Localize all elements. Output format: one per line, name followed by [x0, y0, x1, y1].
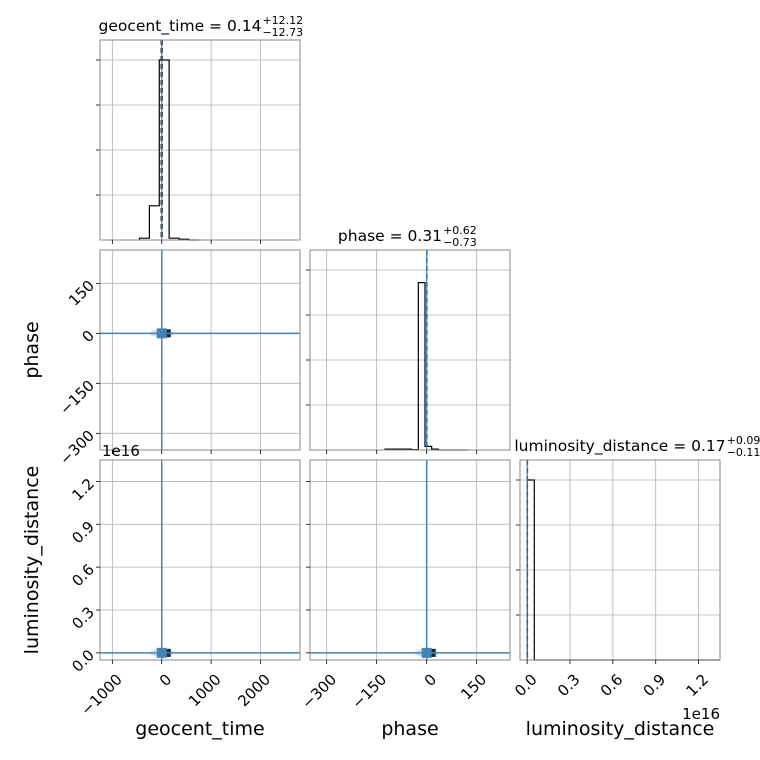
x-tick-label-luminosity_distance-0: 0.0 [511, 670, 541, 700]
y-tick-label-phase-0: −300 [56, 427, 98, 469]
truth-marker-luminosity_distance-vs-geocent_time [156, 647, 167, 658]
x-axis-label-geocent_time: geocent_time [135, 718, 264, 740]
y-tick-label-luminosity_distance-0: 0.0 [68, 646, 98, 676]
panel-bg-luminosity_distance-vs-phase [310, 460, 510, 660]
y-offset-text-luminosity_distance: 1e16 [102, 442, 140, 460]
x-tick-label-phase-2: 0 [421, 670, 440, 689]
y-tick-label-phase-3: 150 [65, 277, 98, 310]
panel-frame-luminosity_distance-vs-phase [309, 459, 511, 661]
panel-bg-phase-hist [310, 250, 510, 450]
title-main-geocent_time: geocent_time = 0.14 [99, 17, 262, 36]
x-tick-label-luminosity_distance-4: 1.2 [683, 670, 713, 700]
x-tick-label-luminosity_distance-2: 0.6 [597, 670, 627, 700]
title-geocent_time: geocent_time = 0.14 [99, 17, 262, 36]
title-main-luminosity_distance: luminosity_distance = 0.17 [514, 437, 725, 456]
x-tick-label-geocent_time-2: 1000 [185, 670, 225, 710]
x-tick-label-geocent_time-1: 0 [156, 670, 175, 689]
panel-frame-phase-vs-geocent_time [99, 249, 301, 451]
histogram-phase [384, 282, 469, 451]
y-axis-label-luminosity_distance: luminosity_distance [21, 466, 43, 655]
x-axis-label-luminosity_distance: luminosity_distance [526, 718, 715, 740]
y-tick-label-luminosity_distance-4: 1.2 [68, 475, 98, 505]
title-upper-luminosity_distance: +0.09 [727, 434, 760, 447]
title-upper-phase: +0.62 [443, 224, 477, 237]
truth-marker-phase-vs-geocent_time [156, 328, 167, 339]
x-tick-label-geocent_time-0: −1000 [77, 670, 126, 719]
title-luminosity_distance: luminosity_distance = 0.17 [514, 437, 725, 456]
x-offset-text-luminosity_distance: 1e16 [682, 705, 720, 723]
y-tick-label-phase-2: 0 [79, 327, 98, 346]
title-lower-luminosity_distance: −0.11 [727, 446, 760, 459]
y-tick-label-phase-1: −150 [56, 377, 98, 419]
panel-frame-luminosity_distance-hist [519, 459, 721, 661]
truth-marker-luminosity_distance-vs-phase [421, 647, 432, 658]
panel-bg-geocent_time-hist [100, 40, 300, 240]
panel-bg-luminosity_distance-vs-geocent_time [100, 460, 300, 660]
panel-frame-geocent_time-hist [99, 39, 301, 241]
title-upper-geocent_time: +12.12 [262, 14, 303, 27]
panel-bg-phase-vs-geocent_time [100, 250, 300, 450]
x-tick-label-phase-0: −300 [298, 670, 340, 712]
y-tick-label-luminosity_distance-3: 0.9 [68, 518, 98, 548]
panel-frame-luminosity_distance-vs-geocent_time [99, 459, 301, 661]
histogram-geocent_time [138, 59, 199, 241]
title-main-phase: phase = 0.31 [338, 227, 442, 245]
panel-frame-phase-hist [309, 249, 511, 451]
x-tick-label-geocent_time-3: 2000 [234, 670, 274, 710]
x-tick-label-phase-3: 150 [457, 670, 490, 703]
title-lower-geocent_time: −12.73 [262, 26, 303, 39]
y-tick-label-luminosity_distance-2: 0.6 [68, 560, 98, 590]
title-phase: phase = 0.31 [338, 227, 442, 245]
y-axis-label-phase: phase [21, 321, 43, 378]
panel-bg-luminosity_distance-hist [520, 460, 720, 660]
x-tick-label-luminosity_distance-3: 0.9 [640, 670, 670, 700]
y-tick-label-luminosity_distance-1: 0.3 [68, 603, 98, 633]
x-axis-label-phase: phase [381, 718, 438, 740]
x-tick-label-luminosity_distance-1: 0.3 [554, 670, 584, 700]
x-tick-label-phase-1: −150 [348, 670, 390, 712]
title-lower-phase: −0.73 [443, 236, 477, 249]
